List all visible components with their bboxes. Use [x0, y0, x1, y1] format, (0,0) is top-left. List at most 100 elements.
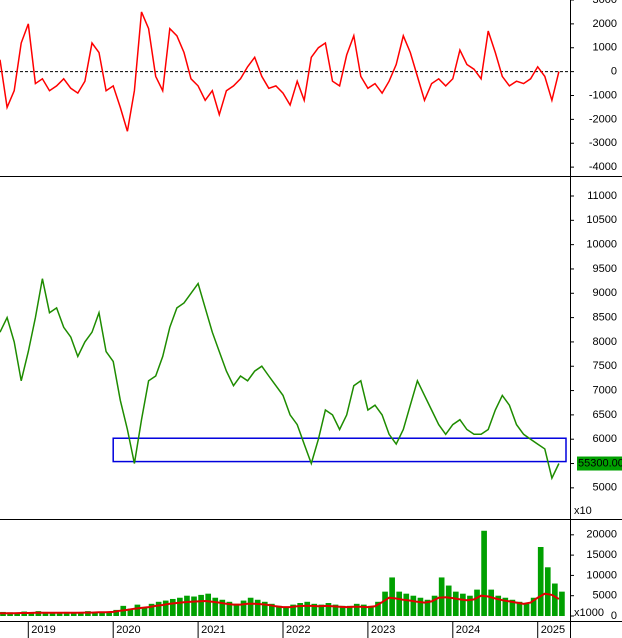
volume-bar [56, 612, 63, 617]
y-tick-label: 1000 [593, 42, 617, 54]
volume-bar [495, 595, 502, 617]
volume-bar [191, 596, 197, 617]
volume-bar [184, 595, 190, 617]
volume-bar [254, 599, 261, 617]
x-tick-label: 2024 [456, 624, 480, 636]
volume-bar [474, 589, 480, 617]
volume-bar [417, 597, 424, 617]
volume-bar [311, 603, 318, 617]
volume-bar [92, 612, 98, 617]
volume-bar [445, 585, 452, 617]
volume-bar [99, 611, 105, 617]
volume-bar [198, 594, 204, 617]
volume-bar [481, 530, 487, 617]
volume-bar [283, 607, 289, 617]
volume-bar [332, 604, 339, 617]
volume-bar [28, 612, 35, 617]
volume-bar [42, 611, 49, 617]
last-price-label: 55300.00 [578, 457, 622, 469]
volume-bar [276, 605, 282, 617]
volume-bar [77, 612, 84, 617]
volume-bar [261, 601, 268, 617]
y-tick-label: -3000 [589, 137, 617, 149]
volume-bar [544, 567, 551, 617]
volume-bar [537, 546, 544, 617]
y-tick-label: 6500 [593, 409, 617, 421]
y-tick-label: -2000 [589, 113, 617, 125]
y-tick-label: 2000 [593, 18, 617, 30]
volume-bar [177, 597, 183, 617]
y-tick-label: 8500 [593, 312, 617, 324]
y-tick-label: 10500 [586, 214, 617, 226]
volume-bar [290, 604, 296, 617]
volume-bar [63, 611, 70, 617]
volume-bar [360, 604, 367, 617]
volume-bar [127, 608, 134, 617]
unit-label: x1000 [574, 607, 604, 619]
volume-bar [212, 597, 219, 617]
volume-bar [509, 599, 516, 617]
y-tick-label: 5000 [593, 590, 617, 602]
volume-bar [452, 591, 459, 617]
y-tick-label: 5000 [593, 482, 617, 494]
moving-average [0, 592, 560, 615]
volume-bar [488, 589, 495, 617]
y-tick-label: -1000 [589, 89, 617, 101]
x-tick-label: 2019 [31, 624, 55, 636]
y-tick-label: 20000 [586, 529, 617, 541]
y-tick-label: 10000 [586, 569, 617, 581]
volume-bar [141, 607, 148, 617]
volume-bar [559, 591, 565, 617]
volume-bar [155, 601, 162, 617]
volume-bar [240, 600, 247, 617]
volume-bar [396, 591, 403, 617]
y-tick-label: 9500 [593, 263, 617, 275]
volume-bar [14, 612, 20, 617]
x-tick-label: 2021 [201, 624, 225, 636]
volume-bar [346, 605, 353, 617]
volume-bar [424, 599, 431, 617]
x-tick-label: 2025 [541, 624, 565, 636]
y-tick-label: 11000 [587, 190, 617, 202]
y-tick-label: 0 [611, 66, 617, 78]
volume-bar [403, 593, 410, 617]
volume-bar [523, 603, 530, 617]
x-tick-label: 2022 [286, 624, 310, 636]
oscillator-line [0, 11, 560, 132]
volume-bar [353, 603, 360, 617]
y-tick-label: 3000 [593, 0, 617, 6]
volume-bar [205, 593, 212, 617]
volume-bar [269, 603, 275, 617]
volume-bar [304, 601, 311, 617]
price-line [0, 278, 560, 481]
volume-bar [219, 599, 226, 617]
volume-bar [297, 603, 303, 617]
volume-bar [162, 600, 169, 617]
y-tick-label: 7000 [593, 384, 617, 396]
volume-bar [247, 597, 254, 617]
volume-bar [467, 595, 473, 617]
y-tick-label: 10000 [586, 239, 617, 251]
volume-bar [431, 595, 438, 617]
volume-bar [530, 597, 537, 617]
y-tick-label: 0 [611, 610, 617, 622]
y-tick-label: -4000 [589, 161, 617, 173]
volume-bar [169, 598, 176, 617]
volume-bar [375, 601, 381, 617]
x-tick-label: 2023 [371, 624, 395, 636]
price-zone [112, 437, 567, 463]
volume-bar [410, 595, 417, 617]
unit-label: x10 [574, 505, 592, 517]
volume-bar [233, 603, 240, 617]
x-tick-label: 2020 [116, 624, 140, 636]
y-tick-label: 15000 [586, 549, 617, 561]
volume-bar [460, 593, 466, 617]
volume-bar [382, 591, 388, 617]
volume-bar [339, 605, 346, 617]
y-tick-label: 7500 [593, 360, 617, 372]
volume-bar [148, 603, 155, 617]
volume-bar [552, 583, 558, 617]
volume-bar [134, 604, 141, 617]
